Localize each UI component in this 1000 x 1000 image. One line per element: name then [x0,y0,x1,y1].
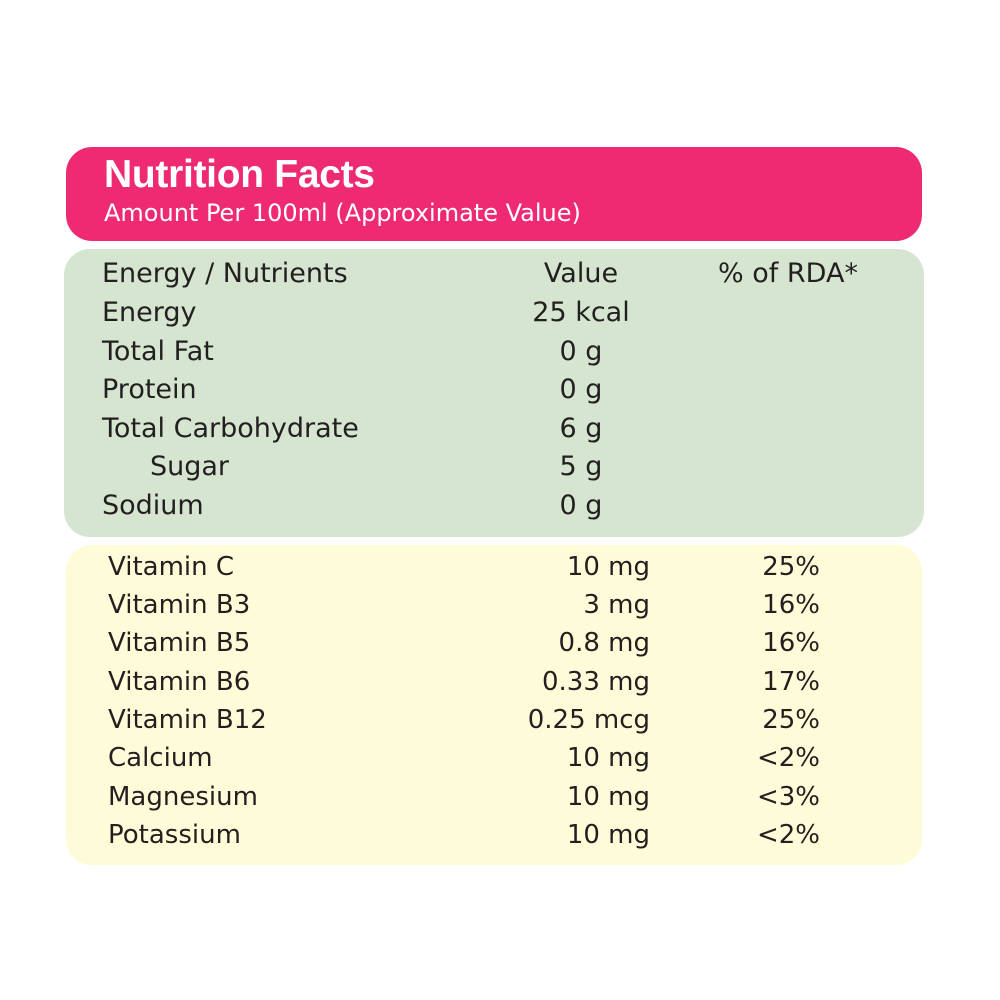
nutrients-header-row: Energy / Nutrients Value % of RDA* [64,255,924,293]
nutrient-row: Total Fat 0 g [64,333,924,371]
nutrient-value: 0 g [559,336,603,367]
vitamin-value: 0.33 mg [542,667,650,697]
column-header-nutrients: Energy / Nutrients [102,258,348,289]
vitamin-value: 3 mg [583,590,650,620]
vitamin-name: Vitamin B12 [108,705,267,735]
vitamin-row: Vitamin B3 3 mg 16% [66,586,922,624]
vitamin-row: Vitamin B6 0.33 mg 17% [66,663,922,701]
nutrient-row: Total Carbohydrate 6 g [64,410,924,448]
nutrient-value: 0 g [559,374,603,405]
vitamin-value: 0.25 mcg [527,705,650,735]
vitamin-row: Magnesium 10 mg <3% [66,778,922,816]
vitamin-value: 10 mg [566,552,650,582]
vitamin-rda: 25% [762,705,820,735]
vitamin-row: Vitamin B5 0.8 mg 16% [66,624,922,662]
vitamin-name: Calcium [108,743,213,773]
nutrient-row: Protein 0 g [64,371,924,409]
vitamin-rda: <2% [756,820,820,850]
nutrients-panel: Energy / Nutrients Value % of RDA* Energ… [64,249,924,537]
vitamin-row: Vitamin C 10 mg 25% [66,548,922,586]
vitamin-value: 10 mg [566,743,650,773]
nutrient-value: 5 g [559,451,603,482]
vitamin-rda: 16% [762,628,820,658]
nutrient-name: Protein [102,374,197,405]
vitamin-value: 10 mg [566,820,650,850]
nutrient-value: 0 g [559,490,603,521]
vitamin-rda: <3% [756,782,820,812]
nutrient-value: 6 g [559,413,603,444]
vitamin-rda: 16% [762,590,820,620]
nutrient-row: Sodium 0 g [64,487,924,525]
vitamin-name: Vitamin B3 [108,590,251,620]
vitamin-value: 10 mg [566,782,650,812]
header-subtitle: Amount Per 100ml (Approximate Value) [104,199,581,227]
nutrient-value: 25 kcal [532,297,630,328]
vitamin-rda: 17% [762,667,820,697]
vitamin-name: Vitamin B6 [108,667,251,697]
vitamin-row: Potassium 10 mg <2% [66,816,922,854]
nutrient-name: Energy [102,297,197,328]
vitamins-panel: Vitamin C 10 mg 25% Vitamin B3 3 mg 16% … [66,545,922,865]
nutrient-name: Total Fat [102,336,214,367]
nutrient-row: Sugar 5 g [64,448,924,486]
nutrient-name: Total Carbohydrate [102,413,359,444]
vitamin-name: Vitamin C [108,552,235,582]
vitamin-rda: <2% [756,743,820,773]
nutrient-row: Energy 25 kcal [64,294,924,332]
vitamin-row: Calcium 10 mg <2% [66,739,922,777]
header-title: Nutrition Facts [104,153,375,196]
nutrient-name: Sugar [150,451,230,482]
vitamin-rda: 25% [762,552,820,582]
vitamin-value: 0.8 mg [558,628,650,658]
vitamin-name: Potassium [108,820,241,850]
nutrition-header: Nutrition Facts Amount Per 100ml (Approx… [66,147,922,241]
vitamin-name: Magnesium [108,782,258,812]
nutrient-name: Sodium [102,490,204,521]
column-header-value: Value [543,258,619,289]
column-header-rda: % of RDA* [718,258,858,289]
vitamin-name: Vitamin B5 [108,628,251,658]
vitamin-row: Vitamin B12 0.25 mcg 25% [66,701,922,739]
